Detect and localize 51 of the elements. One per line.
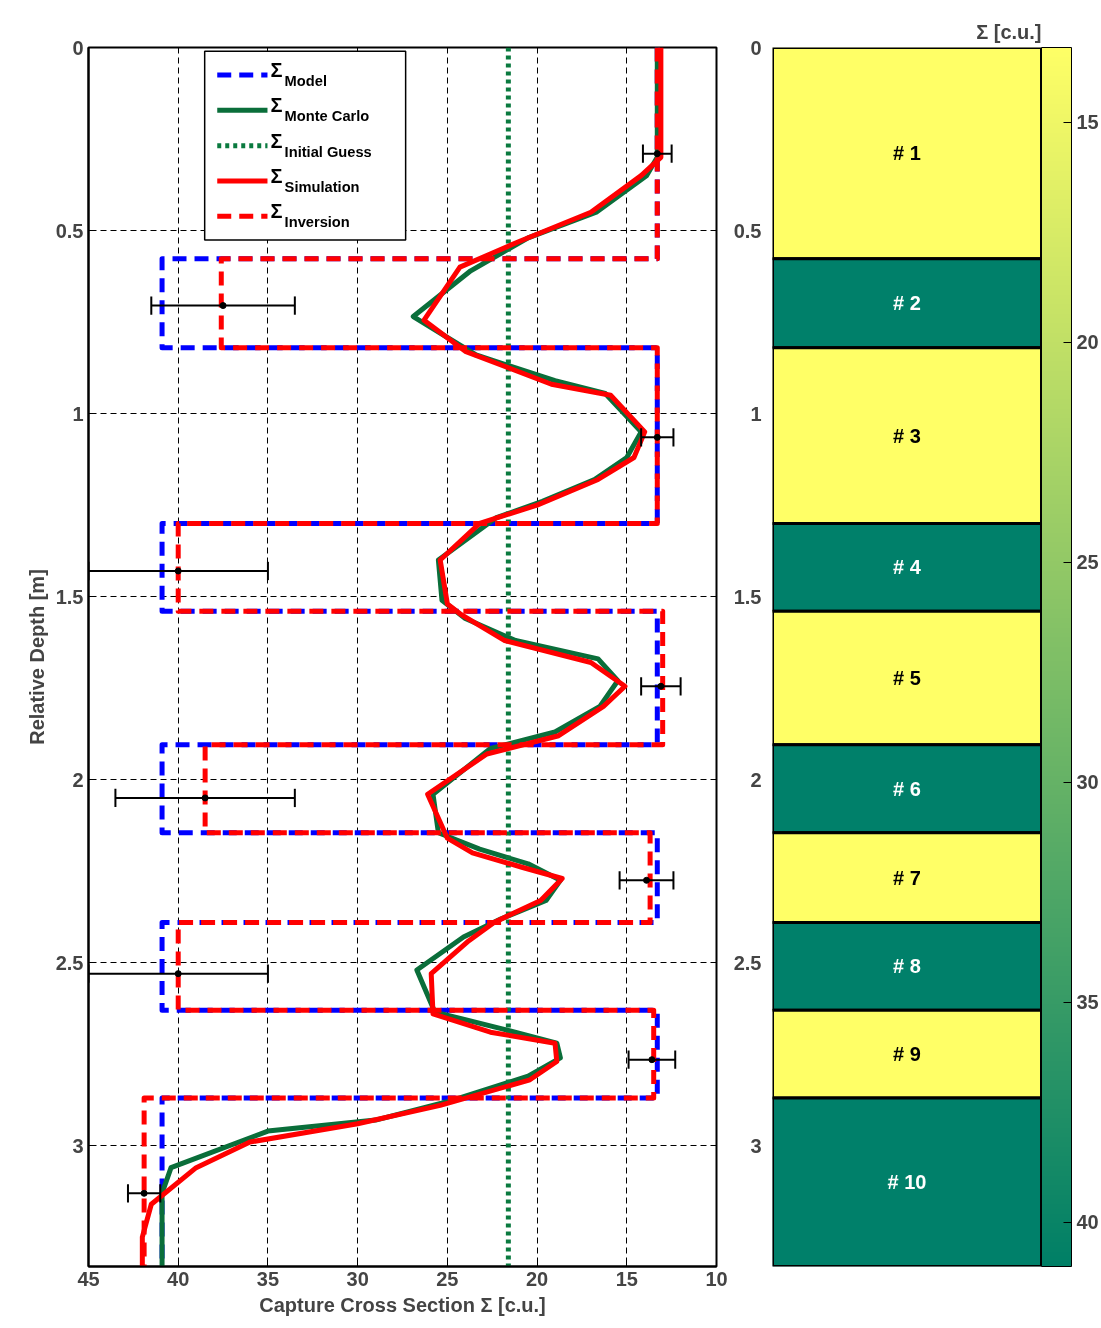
- y-tick-label: 0: [750, 36, 762, 59]
- x-tick-label: 15: [615, 1267, 638, 1290]
- y-axis-title: Relative Depth [m]: [25, 569, 48, 745]
- series-label: # 4: [893, 556, 922, 579]
- point: [201, 794, 209, 802]
- series-label: # 6: [893, 777, 921, 800]
- y-tick-label: 0.5: [55, 219, 84, 242]
- x-tick-label: 10: [705, 1267, 728, 1290]
- x-tick-label: 30: [346, 1267, 369, 1290]
- color-bar-label: 30: [1076, 771, 1099, 794]
- point: [648, 1056, 656, 1064]
- series-label: # 7: [893, 866, 921, 889]
- series-label: # 9: [893, 1043, 921, 1066]
- color-bar-label: 20: [1076, 331, 1099, 354]
- y-tick-label: 1: [750, 402, 762, 425]
- y-tick-label: 0: [72, 36, 84, 59]
- color-bar-title: Σ [c.u.]: [976, 20, 1042, 43]
- x-axis-title: Capture Cross Section Σ [c.u.]: [259, 1293, 546, 1316]
- y-tick-label: 1: [72, 402, 84, 425]
- series-label: # 10: [887, 1171, 927, 1194]
- y-tick-label: 1.5: [733, 585, 762, 608]
- x-tick-label: 20: [525, 1267, 549, 1290]
- y-tick-label: 3: [750, 1134, 762, 1157]
- point: [643, 876, 651, 884]
- point: [219, 302, 227, 310]
- series-label: # 2: [893, 292, 921, 315]
- x-tick-label: 35: [256, 1267, 280, 1290]
- series-label: # 5: [893, 667, 921, 690]
- y-tick-label: 2.5: [55, 951, 84, 974]
- x-tick-label: 40: [167, 1267, 190, 1290]
- y-tick-label: 0.5: [733, 219, 762, 242]
- x-tick-label: 25: [436, 1267, 459, 1290]
- x-tick-label: 45: [77, 1267, 100, 1290]
- color-bar-label: 15: [1076, 111, 1099, 134]
- series-label: # 8: [893, 955, 921, 978]
- y-tick-label: 1.5: [55, 585, 84, 608]
- point: [657, 682, 665, 690]
- color-bar-label: 25: [1076, 551, 1099, 574]
- y-tick-label: 2.5: [733, 951, 762, 974]
- y-tick-label: 2: [72, 768, 84, 791]
- series-label: # 3: [893, 424, 921, 447]
- point: [174, 567, 182, 575]
- color-bar-label: 40: [1076, 1211, 1099, 1234]
- point: [140, 1189, 148, 1197]
- color-bar-label: 35: [1076, 991, 1099, 1014]
- point: [653, 433, 661, 441]
- y-tick-label: 3: [72, 1134, 84, 1157]
- point: [653, 150, 661, 158]
- y-tick-label: 2: [750, 768, 762, 791]
- series-label: # 1: [893, 142, 921, 165]
- point: [174, 970, 182, 978]
